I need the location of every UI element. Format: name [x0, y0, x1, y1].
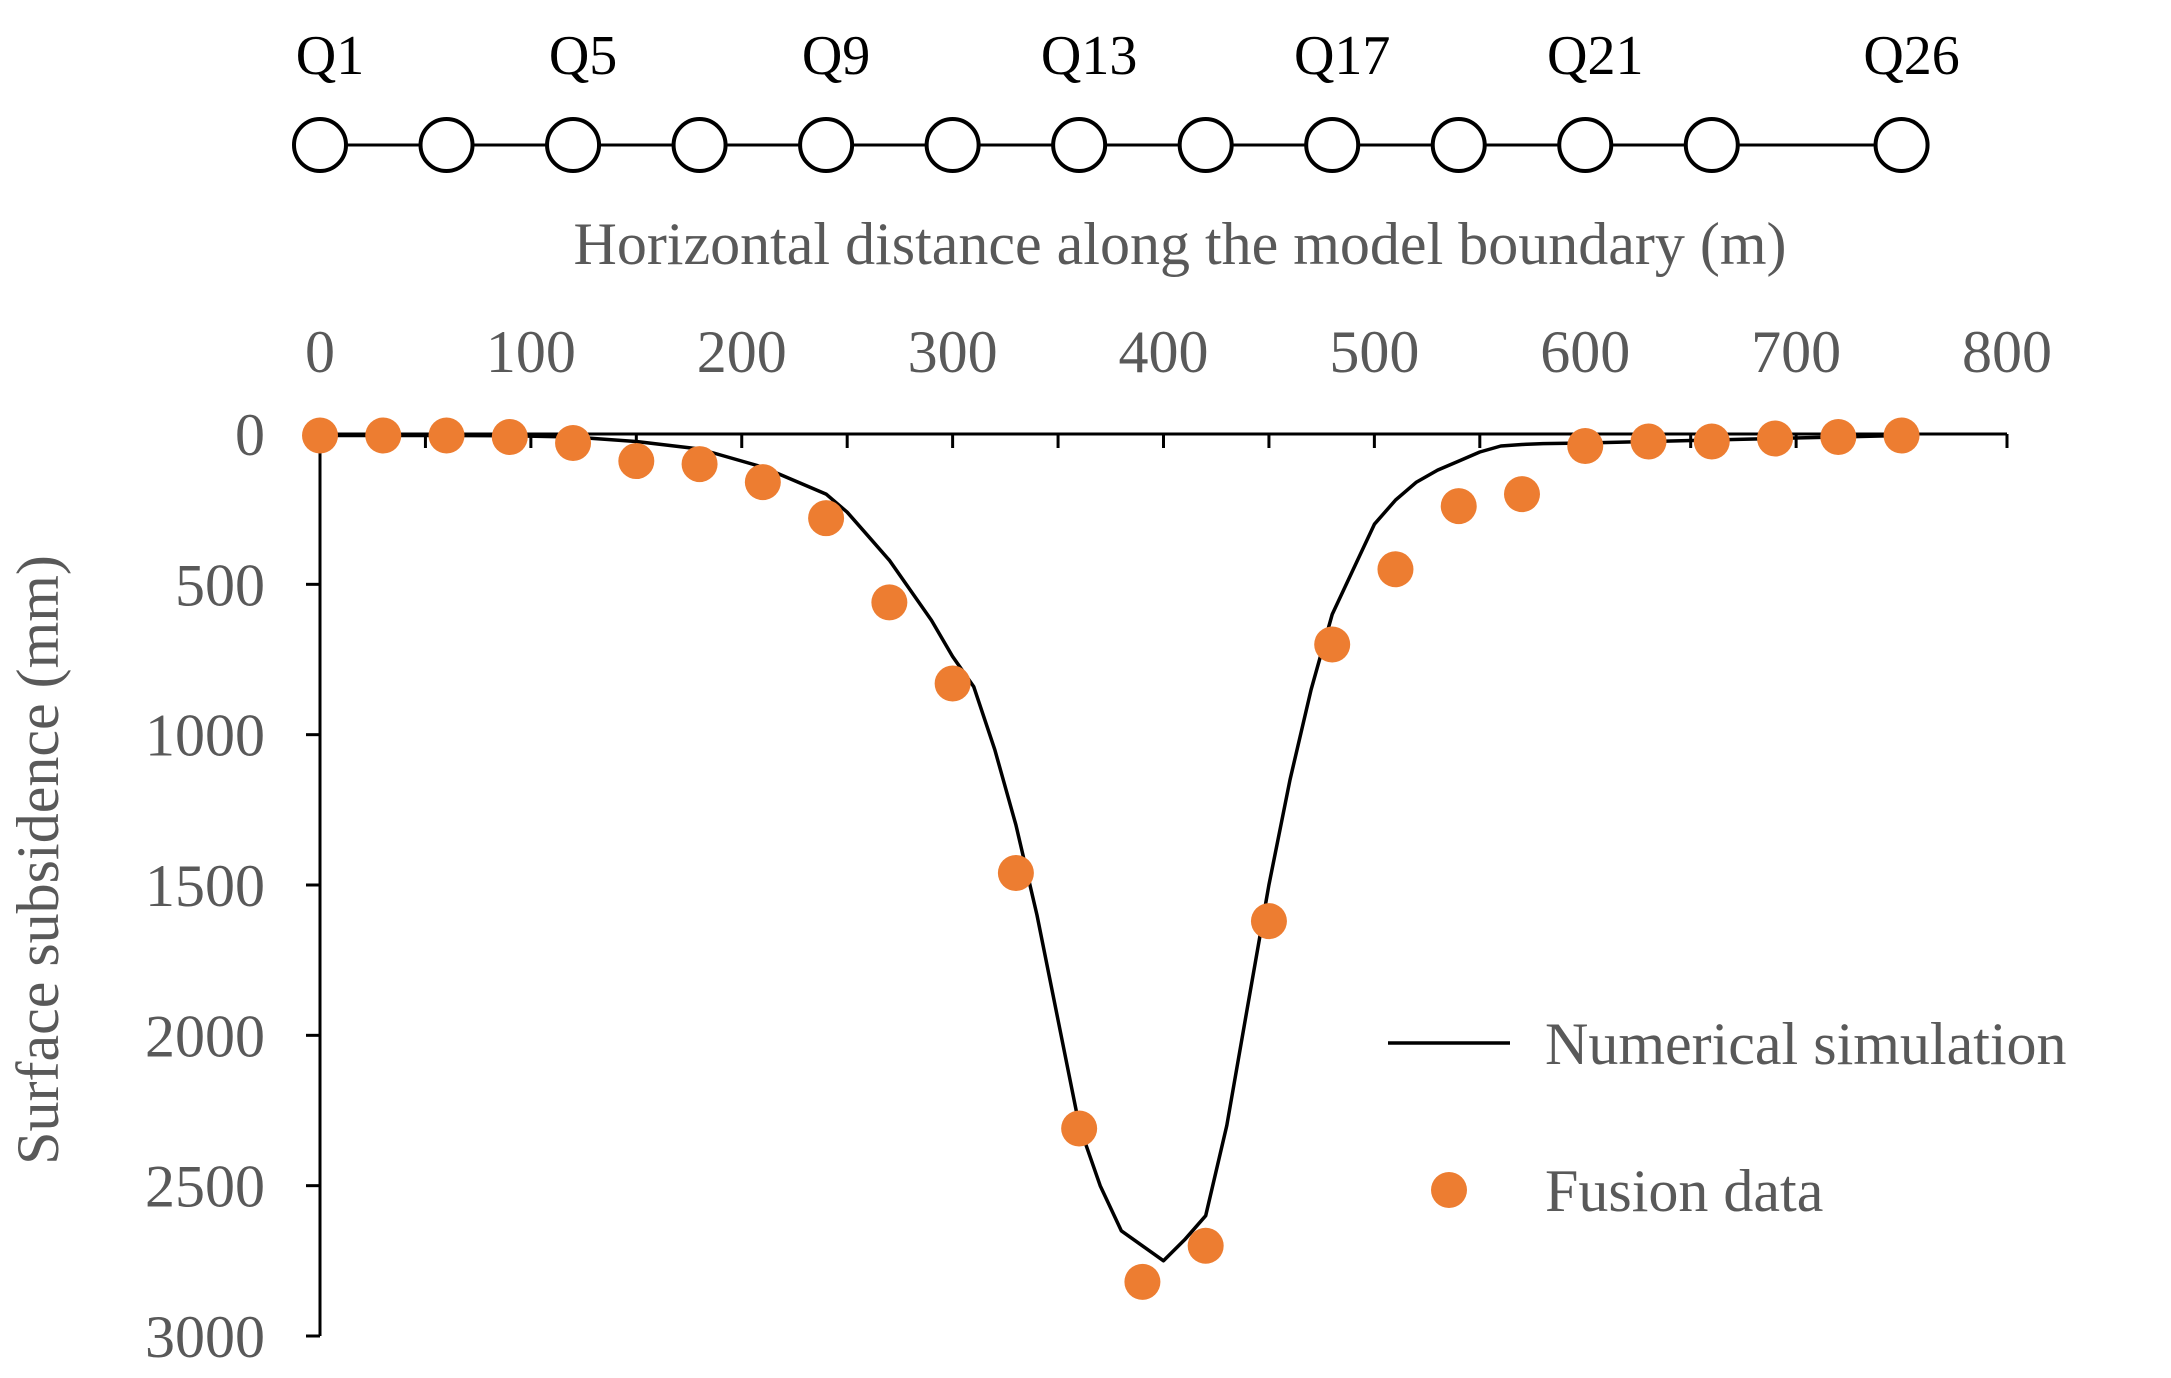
station-label-q26: Q26: [1863, 25, 1959, 87]
fusion-data-point: [555, 425, 592, 462]
legend: Numerical simulation Fusion data: [1388, 1011, 2067, 1224]
station-label-q9: Q9: [802, 25, 870, 87]
station-marker: [292, 117, 348, 173]
station-marker: [798, 117, 855, 173]
x-tick-label: 400: [1119, 319, 1209, 385]
x-axis-title: Horizontal distance along the model boun…: [574, 211, 1787, 277]
plot-area: [302, 417, 1920, 1300]
legend-label-numerical-simulation: Numerical simulation: [1545, 1011, 2067, 1077]
legend-label-fusion-data: Fusion data: [1545, 1158, 1823, 1224]
station-marker: [1430, 117, 1487, 173]
station-label-q21: Q21: [1547, 25, 1643, 87]
x-tick-label: 600: [1540, 319, 1630, 385]
fusion-data-point: [1883, 417, 1920, 454]
fusion-data-point: [1250, 903, 1287, 940]
station-label-q1: Q1: [296, 25, 364, 87]
series-line-numerical-simulation: [320, 433, 1902, 1263]
station-marker: [1304, 117, 1361, 173]
fusion-data-point: [808, 500, 845, 537]
fusion-data-point: [1377, 551, 1414, 588]
y-tick-label: 3000: [145, 1304, 265, 1370]
station-marker: [1051, 117, 1108, 173]
fusion-data-point: [1187, 1227, 1224, 1264]
x-tick-label: 500: [1329, 319, 1419, 385]
fusion-data-point: [1503, 476, 1540, 513]
station-marker: [671, 117, 728, 173]
fusion-data-point: [1061, 1110, 1098, 1147]
fusion-data-point: [1693, 423, 1730, 460]
y-tick-label: 2500: [145, 1154, 265, 1220]
fusion-data-point: [1124, 1263, 1161, 1300]
fusion-data-point: [302, 417, 338, 454]
station-label-q13: Q13: [1041, 25, 1137, 87]
fusion-data-point: [871, 584, 908, 621]
fusion-data-point: [1757, 420, 1794, 457]
fusion-data-point: [1440, 488, 1477, 525]
fusion-data-point: [744, 464, 781, 501]
x-tick-label: 100: [486, 319, 576, 385]
fusion-data-point: [618, 443, 655, 480]
fusion-data-point: [428, 417, 465, 454]
y-tick-label: 1000: [145, 703, 265, 769]
y-tick-label: 1500: [145, 853, 265, 919]
x-tick-label: 0: [305, 319, 335, 385]
y-tick-label: 0: [235, 402, 265, 468]
fusion-data-point: [934, 665, 971, 702]
fusion-data-point: [1314, 626, 1351, 663]
legend-dot-swatch: [1431, 1172, 1467, 1208]
station-marker: [1177, 117, 1234, 173]
y-axis: 0 500 1000 1500 2000 2500 3000: [145, 402, 322, 1370]
station-marker: [1683, 117, 1740, 173]
station-marker: [545, 117, 602, 173]
station-label-q5: Q5: [549, 25, 617, 87]
station-marker: [1873, 117, 1930, 173]
y-tick-label: 2000: [145, 1003, 265, 1069]
y-tick-label: 500: [175, 552, 265, 618]
station-marker: [418, 117, 475, 173]
fusion-data-point: [997, 854, 1034, 891]
x-tick-label: 200: [697, 319, 787, 385]
station-marker: [1557, 117, 1614, 173]
fusion-data-point: [365, 417, 402, 454]
fusion-data-point: [1630, 423, 1667, 460]
x-tick-label: 700: [1751, 319, 1841, 385]
y-axis-title: Surface subsidence (mm): [5, 555, 71, 1165]
station-marker: [924, 117, 981, 173]
x-tick-label: 800: [1962, 319, 2052, 385]
station-profile: Q1 Q5 Q9 Q13 Q17 Q21 Q26: [292, 25, 1960, 173]
fusion-data-point: [681, 446, 718, 483]
x-tick-label: 300: [908, 319, 998, 385]
fusion-data-point: [491, 419, 528, 456]
fusion-data-point: [1567, 428, 1604, 465]
x-axis: 0 100 200 300 400 500 600 700 800: [305, 319, 2052, 448]
fusion-data-point: [1820, 419, 1857, 456]
station-label-q17: Q17: [1294, 25, 1390, 87]
